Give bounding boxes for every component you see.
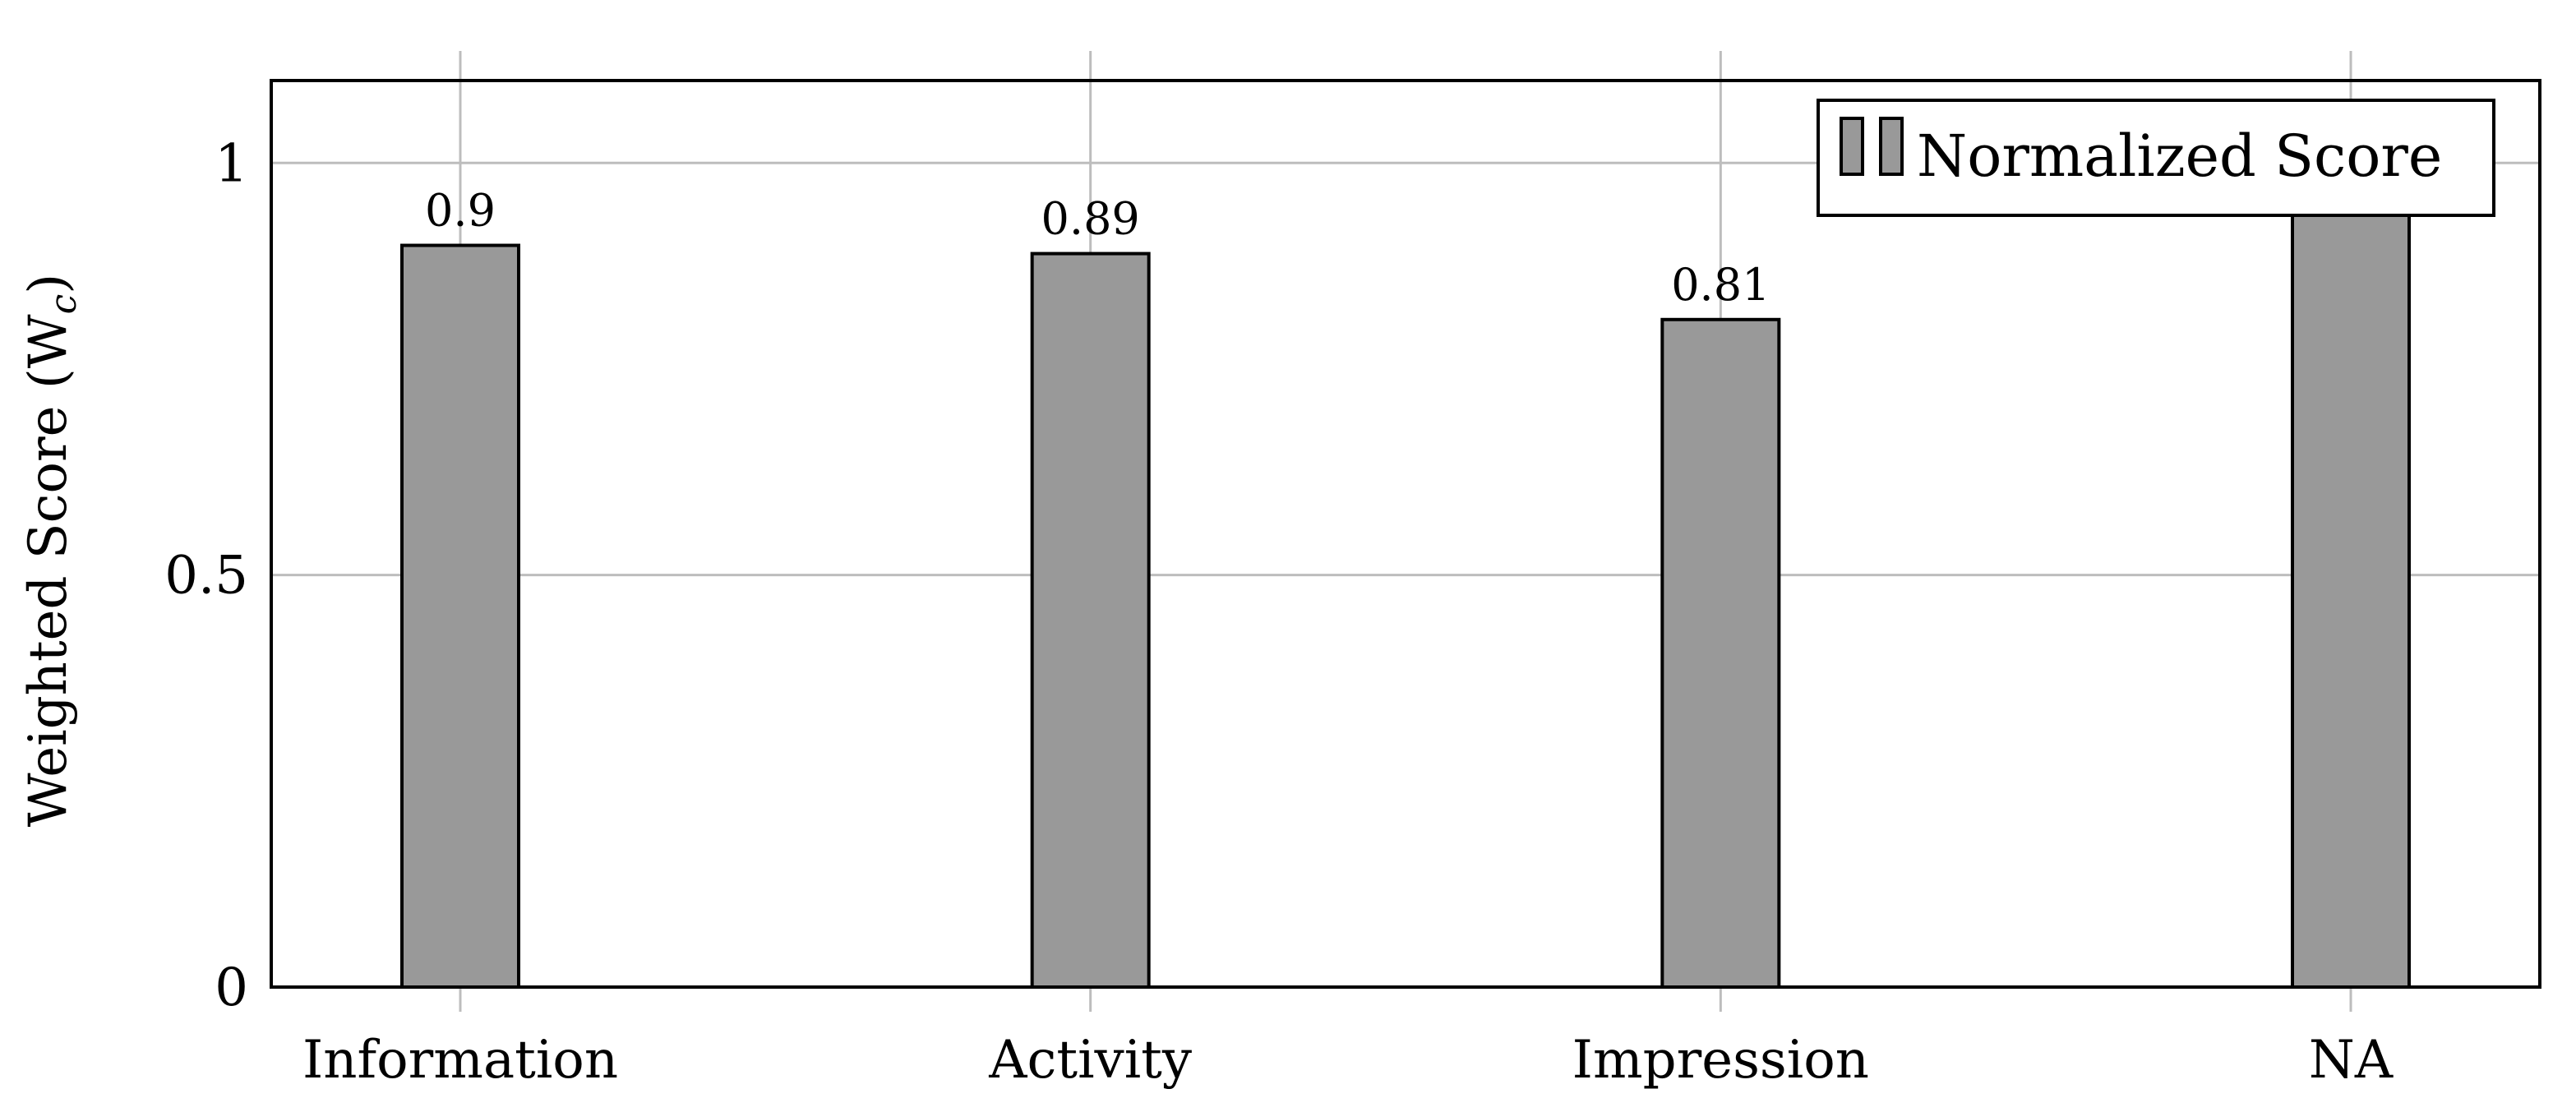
bar-na	[2291, 202, 2411, 989]
bars	[400, 202, 2411, 990]
y-axis-label-subscript: c	[43, 294, 85, 315]
y-axis-ticks: 00.51	[164, 133, 248, 1018]
bar-activity	[1030, 251, 1151, 989]
data-label: 0.89	[1041, 193, 1140, 245]
x-tick-label: Activity	[988, 1030, 1192, 1091]
legend-box	[1817, 99, 2495, 217]
y-tick-label: 0.5	[164, 546, 248, 607]
plot-frame	[270, 79, 2541, 989]
y-axis-label: Weighted Score (Wc)	[18, 274, 85, 827]
data-label: 0.81	[1671, 259, 1770, 311]
legend-label: Normalized Score	[1917, 122, 2442, 190]
data-label: 0.9	[425, 185, 496, 237]
legend-swatch	[1840, 117, 1864, 176]
y-tick-label: 0	[215, 957, 248, 1018]
bar-impression	[1660, 317, 1781, 990]
data-labels: 0.9 0.89 0.81	[425, 185, 1770, 311]
y-axis-label-main: Weighted Score (W	[18, 314, 79, 827]
legend-swatch	[1879, 117, 1904, 176]
x-tick-label: Impression	[1572, 1030, 1869, 1091]
legend: Normalized Score	[1817, 99, 2495, 217]
y-axis-label-close: )	[18, 274, 79, 294]
x-tick-label: NA	[2309, 1030, 2394, 1091]
x-axis-ticks: Information Activity Impression NA	[302, 1030, 2394, 1091]
bar-information	[400, 243, 520, 989]
x-tick-label: Information	[302, 1030, 618, 1091]
y-tick-label: 1	[215, 133, 248, 194]
